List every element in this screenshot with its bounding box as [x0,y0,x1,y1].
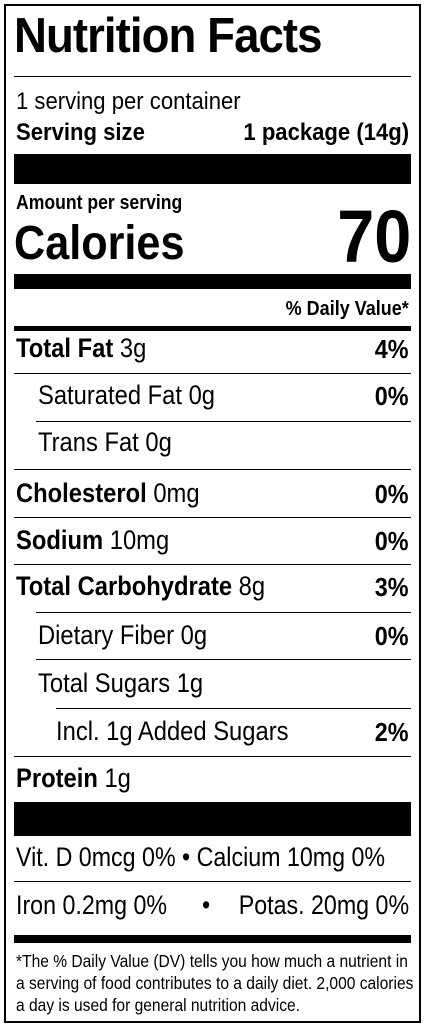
medium-divider [14,326,411,331]
row-divider [14,564,411,565]
row-divider [36,659,411,660]
row-divider [36,612,411,613]
nutrient-row-protein: Protein 1g [16,763,131,793]
nutrient-row-sodium: Sodium 10mg [16,525,170,555]
thick-divider [14,274,411,289]
thick-divider [14,802,411,836]
nutrient-dv: 4% [375,334,409,364]
amount-per-serving: Amount per serving [16,192,183,214]
row-divider [14,373,411,374]
vitamins-line-1: Vit. D 0mcg 0% • Calcium 10mg 0% [16,842,386,872]
daily-value-header: % Daily Value* [285,298,409,320]
nutrient-dv: 2% [375,717,409,747]
nutrition-facts-panel: Nutrition Facts 1 serving per container … [4,4,421,1023]
medium-divider [14,935,411,943]
row-divider [14,881,411,882]
nutrient-row-total-carbohydrate: Total Carbohydrate 8g [16,571,266,601]
row-divider [14,756,411,757]
nutrient-row-saturated-fat: Saturated Fat 0g [38,380,216,410]
nutrient-dv: 0% [375,621,409,651]
nutrient-row-trans-fat: Trans Fat 0g [38,427,172,457]
nutrient-row-added-sugars: Incl. 1g Added Sugars [56,716,289,746]
row-divider [14,517,411,518]
nutrient-dv: 0% [375,526,409,556]
nutrient-dv: 3% [375,572,409,602]
row-divider [36,421,411,422]
serving-size-label: Serving size [16,119,145,146]
nutrient-row-cholesterol: Cholesterol 0mg [16,478,200,508]
nutrient-dv: 0% [375,381,409,411]
nutrient-row-dietary-fiber: Dietary Fiber 0g [38,620,208,650]
nutrient-row-total-sugars: Total Sugars 1g [38,668,204,698]
vitamins-line-2-right: Potas. 20mg 0% [238,890,409,920]
serving-size-value: 1 package (14g) [243,119,409,146]
calories-value: 70 [336,195,411,278]
thick-divider [14,154,411,184]
vitamins-line-2-left: Iron 0.2mg 0% [16,890,168,920]
calories-label: Calories [14,217,185,270]
nutrient-row-total-fat: Total Fat 3g [16,333,147,363]
divider [14,76,411,77]
servings-per-container: 1 serving per container [16,88,241,115]
footnote: *The % Daily Value (DV) tells you how mu… [16,951,414,1015]
row-divider [56,708,411,709]
panel-title: Nutrition Facts [14,9,323,63]
row-divider [14,469,411,470]
vitamins-line-2-separator: • [202,890,211,920]
nutrient-dv: 0% [375,479,409,509]
